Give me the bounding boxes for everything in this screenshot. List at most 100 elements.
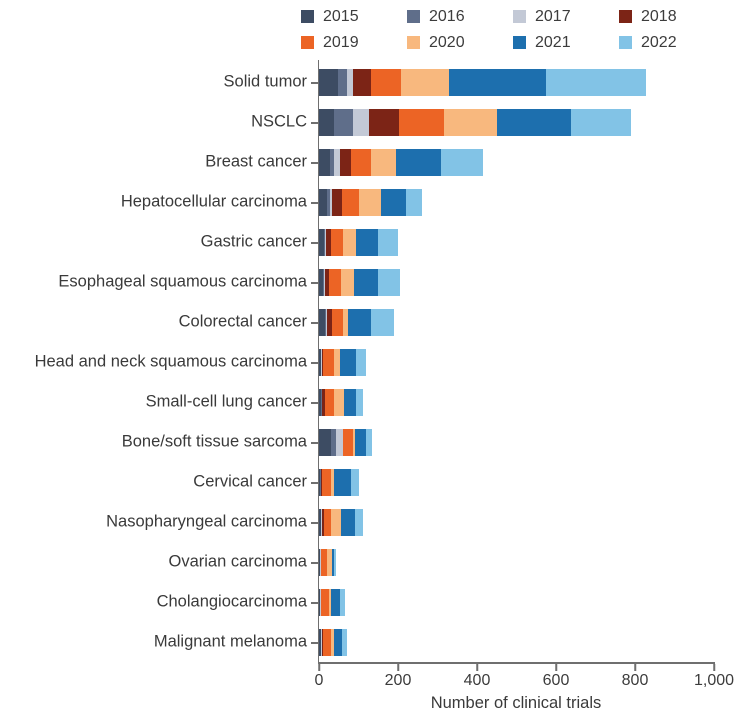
bar-segment-2019 xyxy=(343,428,353,456)
bar-segment-2018 xyxy=(326,308,332,336)
bar-segment-2016 xyxy=(324,228,325,256)
y-axis-tick xyxy=(311,122,319,124)
bar-segment-2021 xyxy=(380,188,406,216)
bar-segment-2022 xyxy=(545,68,646,96)
bar-segment-2021 xyxy=(332,548,335,576)
bar-segment-2017 xyxy=(324,268,325,296)
bar-segment-2019 xyxy=(399,108,445,136)
bar-segment-2017 xyxy=(330,188,333,216)
bar-segment-2019 xyxy=(321,588,330,616)
category-label: Esophageal squamous carcinoma xyxy=(58,272,307,291)
bar-segment-2017 xyxy=(335,428,343,456)
legend-label-2022: 2022 xyxy=(641,34,677,51)
y-axis-tick xyxy=(311,522,319,524)
stacked-bar xyxy=(319,68,646,96)
bar-segment-2015 xyxy=(319,628,321,656)
legend-label-2016: 2016 xyxy=(429,8,465,25)
bar-row: Head and neck squamous carcinoma xyxy=(35,342,714,382)
legend-label-2019: 2019 xyxy=(323,34,359,51)
bar-segment-2020 xyxy=(352,428,355,456)
bar-segment-2015 xyxy=(319,468,321,496)
x-tick-label: 800 xyxy=(621,672,649,689)
legend-swatch-2022 xyxy=(619,36,632,49)
bar-segment-2018 xyxy=(342,428,344,456)
category-label: Hepatocellular carcinoma xyxy=(120,192,307,211)
legend-item-2019: 2019 xyxy=(301,32,407,53)
legend-item-2015: 2015 xyxy=(301,6,407,27)
category-label: Breast cancer xyxy=(205,152,307,171)
category-label: Nasopharyngeal carcinoma xyxy=(106,512,307,531)
bar-segment-2021 xyxy=(344,388,357,416)
bar-segment-2021 xyxy=(497,108,571,136)
bar-segment-2022 xyxy=(356,388,363,416)
bar-segment-2019 xyxy=(341,188,360,216)
stacked-bar xyxy=(319,628,347,656)
bar-segment-2022 xyxy=(365,428,373,456)
bar-segment-2021 xyxy=(354,268,378,296)
bar-segment-2018 xyxy=(325,228,331,256)
bar-row: Nasopharyngeal carcinoma xyxy=(106,502,714,542)
bar-segment-2018 xyxy=(352,68,371,96)
bar-row: Cholangiocarcinoma xyxy=(157,582,714,622)
legend-item-2021: 2021 xyxy=(513,32,619,53)
category-label: Cervical cancer xyxy=(193,472,307,491)
legend-swatch-2019 xyxy=(301,36,314,49)
bar-segment-2021 xyxy=(347,308,372,336)
bar-row: Gastric cancer xyxy=(201,222,714,262)
bar-segment-2021 xyxy=(356,228,378,256)
bar-segment-2019 xyxy=(322,468,331,496)
y-axis-tick xyxy=(311,442,319,444)
bar-segment-2021 xyxy=(330,588,340,616)
bar-segment-2020 xyxy=(334,388,345,416)
y-axis-tick xyxy=(311,162,319,164)
bar-segment-2019 xyxy=(321,548,327,576)
x-tick-label: 600 xyxy=(542,672,570,689)
bar-segment-2022 xyxy=(377,228,398,256)
y-axis-tick xyxy=(311,402,319,404)
bar-segment-2020 xyxy=(326,548,333,576)
bar-segment-2018 xyxy=(322,388,326,416)
bar-segment-2019 xyxy=(322,348,335,376)
y-axis-tick xyxy=(311,482,319,484)
bar-segment-2020 xyxy=(342,228,357,256)
bar-segment-2015 xyxy=(319,148,331,176)
y-axis-tick xyxy=(311,602,319,604)
stacked-bar xyxy=(319,188,423,216)
x-tick-label: 200 xyxy=(384,672,412,689)
bar-row: Ovarian carcinoma xyxy=(169,542,714,582)
legend-label-2018: 2018 xyxy=(641,8,677,25)
bar-segment-2017 xyxy=(333,148,340,176)
x-axis-title: Number of clinical trials xyxy=(430,694,602,712)
stacked-bar xyxy=(319,388,363,416)
bar-segment-2019 xyxy=(332,308,343,336)
bar-segment-2020 xyxy=(400,68,449,96)
stacked-bar xyxy=(319,148,483,176)
category-label: Bone/soft tissue sarcoma xyxy=(121,432,307,451)
bar-segment-2018 xyxy=(321,628,323,656)
bar-segment-2016 xyxy=(322,268,325,296)
bar-segment-2022 xyxy=(371,308,395,336)
legend-item-2022: 2022 xyxy=(619,32,725,53)
bar-segment-2020 xyxy=(342,308,348,336)
bar-segment-2017 xyxy=(326,308,327,336)
bar-segment-2015 xyxy=(319,428,331,456)
stacked-bar xyxy=(319,108,631,136)
bar-segment-2018 xyxy=(324,268,329,296)
legend-swatch-2016 xyxy=(407,10,420,23)
bar-row: Solid tumor xyxy=(224,62,714,102)
category-label: Ovarian carcinoma xyxy=(168,552,307,571)
x-axis-tick-mark xyxy=(318,663,320,671)
stacked-bar xyxy=(319,508,363,536)
bar-segment-2016 xyxy=(330,148,334,176)
bar-segment-2015 xyxy=(319,388,322,416)
y-axis-tick xyxy=(311,362,319,364)
stacked-bar xyxy=(319,348,366,376)
bar-segment-2019 xyxy=(324,508,332,536)
bar-segment-2015 xyxy=(319,268,323,296)
y-axis-tick xyxy=(311,82,319,84)
x-axis-tick-mark xyxy=(634,663,636,671)
category-label: Malignant melanoma xyxy=(153,632,307,651)
stacked-bar xyxy=(319,428,373,456)
bar-segment-2022 xyxy=(334,548,336,576)
